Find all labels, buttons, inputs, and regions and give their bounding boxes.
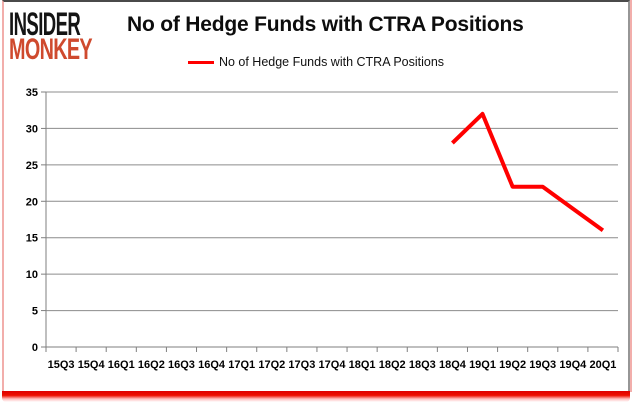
chart-legend: No of Hedge Funds with CTRA Positions	[2, 55, 630, 69]
y-axis-label: 35	[26, 87, 38, 99]
x-axis-label: 16Q3	[168, 359, 195, 371]
logo-insider-text: INSIDER	[9, 6, 81, 42]
series-line	[451, 111, 605, 233]
x-axis-label: 18Q3	[409, 359, 436, 371]
x-axis-label: 19Q2	[499, 359, 526, 371]
chart-card	[2, 0, 630, 392]
y-axis-label: 0	[32, 342, 38, 354]
x-axis-label: 19Q3	[529, 359, 556, 371]
x-axis-label: 19Q4	[559, 359, 587, 371]
y-axis-label: 20	[26, 196, 38, 208]
x-axis-label: 16Q2	[138, 359, 165, 371]
insider-monkey-logo: INSIDER MONKEY	[9, 8, 135, 65]
x-axis-label: 17Q4	[319, 359, 347, 371]
x-axis-label: 19Q1	[469, 359, 496, 371]
x-axis-label: 17Q2	[258, 359, 285, 371]
y-axis-label: 30	[26, 123, 38, 135]
legend-line-marker	[187, 60, 214, 64]
y-axis-label: 5	[32, 306, 38, 318]
y-axis-label: 25	[26, 160, 38, 172]
x-axis-label: 17Q1	[228, 359, 255, 371]
x-axis-label: 15Q3	[48, 359, 75, 371]
x-axis-label: 16Q1	[108, 359, 135, 371]
logo-monkey-text: MONKEY	[9, 33, 93, 66]
chart-title: No of Hedge Funds with CTRA Positions	[127, 13, 524, 36]
x-axis-label: 20Q1	[589, 359, 616, 371]
pink-border-right	[630, 0, 632, 392]
x-axis-label: 18Q4	[439, 359, 467, 371]
x-axis-label: 18Q2	[379, 359, 406, 371]
x-axis-label: 17Q3	[288, 359, 315, 371]
x-axis-label: 18Q1	[349, 359, 376, 371]
x-axis-label: 16Q4	[198, 359, 226, 371]
y-axis-label: 10	[26, 269, 38, 281]
legend-label: No of Hedge Funds with CTRA Positions	[218, 55, 445, 69]
y-axis-label: 15	[26, 233, 38, 245]
x-axis-label: 15Q4	[78, 359, 106, 371]
bottom-red-border	[2, 391, 630, 402]
